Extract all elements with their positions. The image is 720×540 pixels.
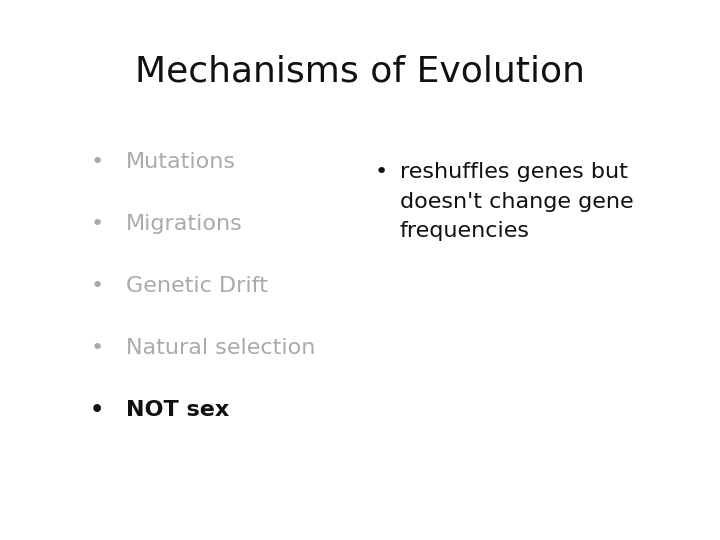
Text: Natural selection: Natural selection [126, 338, 315, 359]
Text: reshuffles genes but
doesn't change gene
frequencies: reshuffles genes but doesn't change gene… [400, 162, 633, 241]
Text: •: • [91, 276, 104, 296]
Text: •: • [91, 214, 104, 234]
Text: NOT sex: NOT sex [126, 400, 229, 421]
Text: Mechanisms of Evolution: Mechanisms of Evolution [135, 54, 585, 88]
Text: •: • [90, 400, 104, 421]
Text: Mutations: Mutations [126, 152, 236, 172]
Text: Migrations: Migrations [126, 214, 243, 234]
Text: •: • [91, 152, 104, 172]
Text: •: • [91, 338, 104, 359]
Text: •: • [375, 162, 388, 182]
Text: Genetic Drift: Genetic Drift [126, 276, 268, 296]
